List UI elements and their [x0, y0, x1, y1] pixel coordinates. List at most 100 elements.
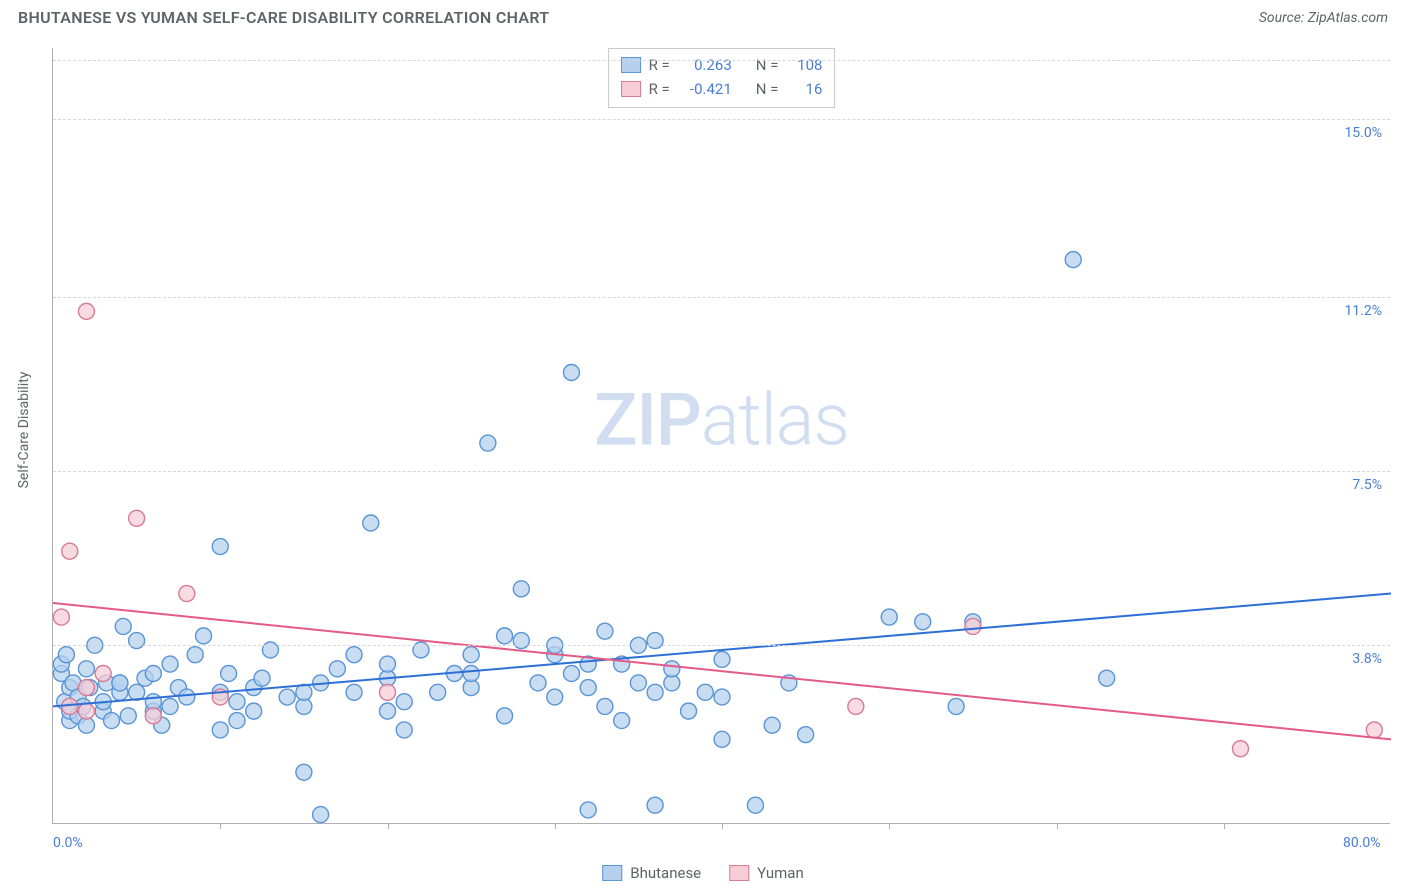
data-point: [747, 797, 763, 813]
data-point: [547, 689, 563, 705]
legend-label: Bhutanese: [630, 864, 701, 882]
data-point: [229, 713, 245, 729]
y-tick-label: 15.0%: [1344, 125, 1382, 141]
data-point: [254, 670, 270, 686]
gridline: [53, 471, 1390, 472]
data-point: [221, 666, 237, 682]
data-point: [463, 666, 479, 682]
data-point: [563, 365, 579, 381]
data-point: [296, 764, 312, 780]
data-point: [112, 675, 128, 691]
data-point: [915, 614, 931, 630]
data-point: [697, 684, 713, 700]
y-tick-label: 11.2%: [1344, 303, 1382, 319]
data-point: [1065, 252, 1081, 268]
data-point: [1099, 670, 1115, 686]
data-point: [279, 689, 295, 705]
y-axis-label: Self-Care Disability: [16, 372, 32, 489]
data-point: [597, 698, 613, 714]
legend-label: Yuman: [757, 864, 804, 882]
data-point: [346, 684, 362, 700]
data-point: [647, 684, 663, 700]
y-tick-label: 3.8%: [1352, 651, 1382, 667]
legend-item-yuman: Yuman: [729, 864, 804, 882]
x-tick: [388, 823, 389, 829]
data-point: [647, 797, 663, 813]
data-point: [78, 661, 94, 677]
data-point: [212, 539, 228, 555]
data-point: [380, 703, 396, 719]
data-point: [430, 684, 446, 700]
data-point: [120, 708, 136, 724]
data-point: [380, 684, 396, 700]
data-point: [313, 807, 329, 823]
data-point: [53, 609, 69, 625]
chart-title: BHUTANESE VS YUMAN SELF-CARE DISABILITY …: [18, 8, 549, 27]
data-point: [78, 303, 94, 319]
data-point: [62, 543, 78, 559]
data-point: [363, 515, 379, 531]
data-point: [115, 618, 131, 634]
data-point: [798, 727, 814, 743]
gridline: [53, 645, 1390, 646]
data-point: [463, 647, 479, 663]
data-point: [848, 698, 864, 714]
data-point: [497, 708, 513, 724]
data-point: [179, 689, 195, 705]
data-point: [513, 581, 529, 597]
data-point: [1232, 741, 1248, 757]
data-point: [580, 802, 596, 818]
legend-item-bhutanese: Bhutanese: [602, 864, 701, 882]
r-label: R =: [649, 53, 670, 77]
data-point: [246, 703, 262, 719]
data-point: [162, 656, 178, 672]
data-point: [145, 708, 161, 724]
data-point: [948, 698, 964, 714]
data-point: [714, 651, 730, 667]
data-point: [396, 694, 412, 710]
x-tick: [722, 823, 723, 829]
data-point: [179, 586, 195, 602]
data-point: [630, 675, 646, 691]
data-point: [95, 666, 111, 682]
gridline: [53, 119, 1390, 120]
x-tick-label: 80.0%: [1343, 835, 1381, 851]
data-point: [681, 703, 697, 719]
swatch-yuman: [621, 81, 641, 97]
n-label: N =: [756, 53, 779, 77]
x-tick: [1224, 823, 1225, 829]
data-point: [104, 713, 120, 729]
plot-area: ZIPatlas R = 0.263 N = 108 R = -0.421 N …: [52, 48, 1390, 824]
stats-row-bhutanese: R = 0.263 N = 108: [621, 53, 823, 77]
data-point: [714, 689, 730, 705]
gridline: [53, 297, 1390, 298]
data-point: [664, 661, 680, 677]
data-point: [530, 675, 546, 691]
data-point: [396, 722, 412, 738]
data-point: [497, 628, 513, 644]
data-point: [580, 680, 596, 696]
y-tick-label: 7.5%: [1352, 477, 1382, 493]
data-point: [196, 628, 212, 644]
stats-row-yuman: R = -0.421 N = 16: [621, 77, 823, 101]
r-label: R =: [649, 77, 670, 101]
x-tick-label: 0.0%: [53, 835, 83, 851]
r-value-yuman: -0.421: [678, 77, 732, 101]
data-point: [129, 510, 145, 526]
r-value-bhutanese: 0.263: [678, 53, 732, 77]
source-label: Source: ZipAtlas.com: [1259, 10, 1388, 26]
data-point: [145, 666, 161, 682]
data-point: [78, 703, 94, 719]
x-tick: [889, 823, 890, 829]
data-point: [162, 698, 178, 714]
data-point: [714, 731, 730, 747]
chart-header: BHUTANESE VS YUMAN SELF-CARE DISABILITY …: [0, 0, 1406, 33]
n-value-yuman: 16: [786, 77, 822, 101]
data-point: [346, 647, 362, 663]
data-point: [380, 656, 396, 672]
swatch-bhutanese: [602, 865, 622, 881]
data-point: [965, 618, 981, 634]
data-point: [614, 713, 630, 729]
data-point: [58, 647, 74, 663]
data-point: [329, 661, 345, 677]
